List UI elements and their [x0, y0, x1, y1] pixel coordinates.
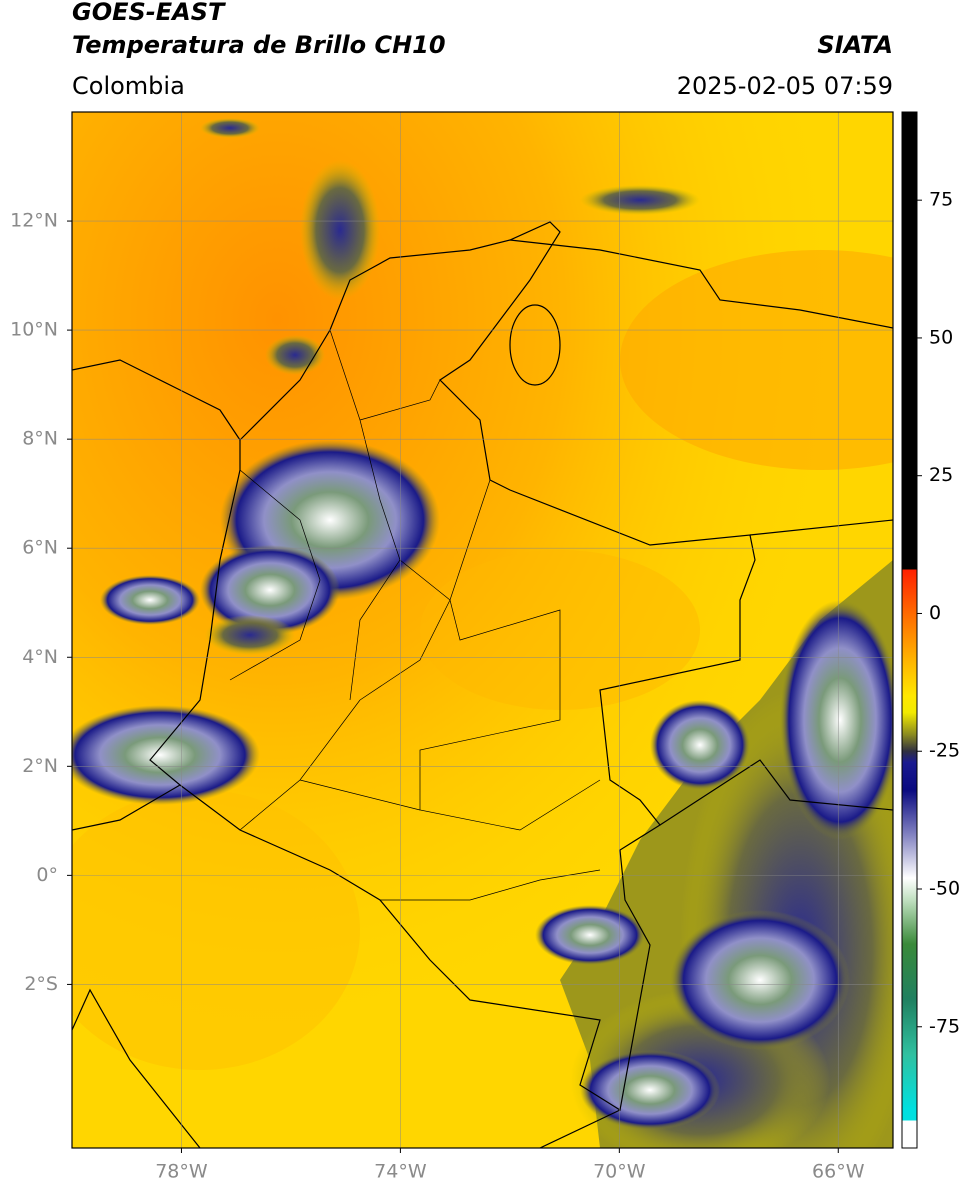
cloud [580, 1050, 720, 1130]
colorbar [901, 111, 918, 1149]
cloud [780, 600, 893, 840]
agency: SIATA [817, 31, 893, 59]
region: Colombia [72, 72, 185, 100]
x-tick-label: 70°W [593, 1161, 646, 1183]
cloud [72, 705, 260, 805]
warm-area [72, 790, 360, 1070]
y-tick-label: 2°N [22, 755, 58, 777]
x-tick-label: 78°W [155, 1161, 208, 1183]
department-borders [229, 329, 601, 901]
cloud [100, 575, 200, 625]
y-tick-label: 4°N [22, 646, 58, 668]
border [539, 1109, 621, 1148]
warm-area [620, 250, 893, 470]
x-tick-label: 66°W [812, 1161, 865, 1183]
cloud [580, 185, 700, 215]
cloud [535, 905, 645, 965]
border [659, 759, 893, 826]
cloud [650, 700, 750, 790]
border [72, 784, 181, 831]
timestamp: 2025-02-05 07:59 [677, 72, 893, 100]
y-tick-label: 10°N [10, 319, 58, 341]
cloud [670, 910, 850, 1050]
y-tick-label: 6°N [22, 537, 58, 559]
coastline [72, 988, 201, 1148]
colorbar-label: 75 [929, 189, 953, 211]
product: Temperatura de Brillo CH10 [72, 31, 446, 59]
satellite: GOES-EAST [72, 0, 226, 26]
y-tick-label: 12°N [10, 210, 58, 232]
colorbar-label: 25 [929, 464, 953, 486]
cloud [265, 335, 325, 375]
y-tick-label: 8°N [22, 428, 58, 450]
grid [72, 112, 893, 1148]
map-image [72, 112, 893, 1148]
lake [509, 304, 561, 386]
coastline [72, 359, 241, 441]
colorbar-label: 0 [929, 602, 941, 624]
colorbar-label: -50 [929, 878, 960, 900]
y-tick-label: 2°S [24, 973, 58, 995]
colorbar-label: -75 [929, 1015, 960, 1037]
cloud [205, 615, 295, 655]
x-tick-label: 74°W [374, 1161, 427, 1183]
map-frame [71, 111, 894, 1149]
border [749, 519, 893, 536]
coastline [509, 239, 893, 329]
colorbar-label: 50 [929, 326, 953, 348]
colorbar-label: -25 [929, 740, 960, 762]
cloud [300, 160, 380, 300]
cloud [200, 545, 340, 635]
y-tick-label: 0° [36, 864, 58, 886]
cloud [200, 118, 260, 138]
